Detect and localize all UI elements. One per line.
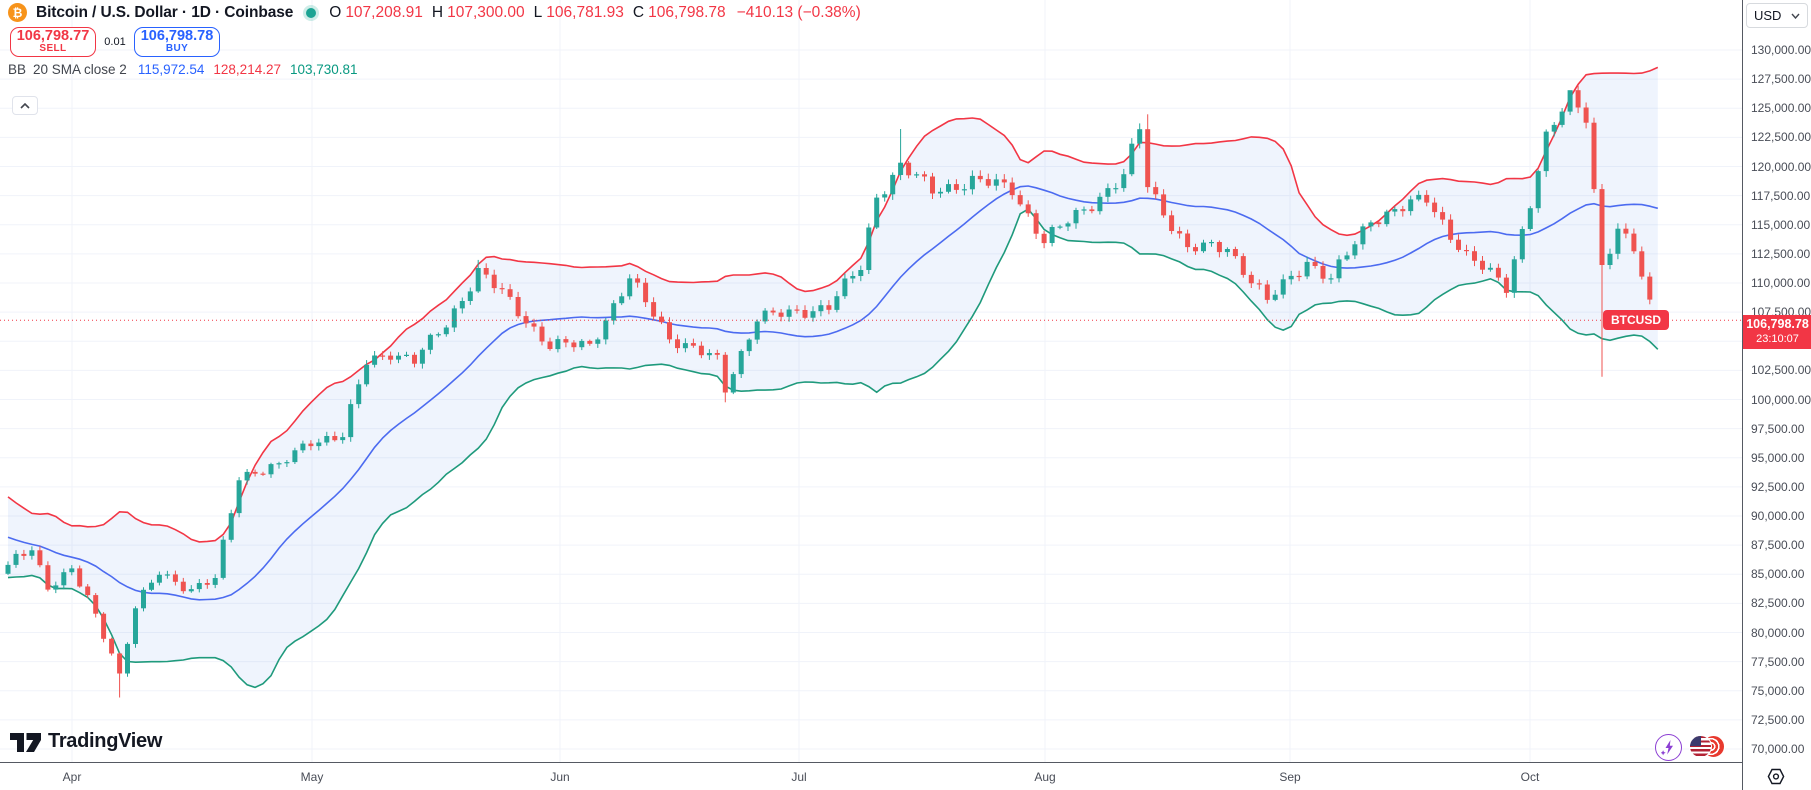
reaction-flag-icons[interactable] (1689, 735, 1725, 760)
chevron-down-icon (1791, 13, 1800, 19)
chart-pane[interactable]: ₿ Bitcoin / U.S. Dollar · 1D · Coinbase … (0, 0, 1742, 762)
buy-label: BUY (165, 43, 189, 55)
price-tick: 97,500.00 (1751, 422, 1805, 436)
time-tick: Aug (1034, 770, 1056, 784)
price-tick: 127,500.00 (1751, 72, 1811, 86)
buy-button[interactable]: 106,798.78 BUY (134, 27, 220, 57)
indicator-legend[interactable]: BB 20 SMA close 2 115,972.54 128,214.27 … (8, 62, 358, 77)
bb-upper-value: 128,214.27 (213, 62, 281, 77)
market-status-icon[interactable] (306, 7, 317, 18)
price-tick: 130,000.00 (1751, 43, 1811, 57)
price-tick: 125,000.00 (1751, 101, 1811, 115)
tradingview-logo-text: TradingView (48, 730, 163, 752)
trade-buttons: 106,798.77 SELL 0.01 106,798.78 BUY (10, 27, 220, 57)
indicator-params: 20 SMA close 2 (33, 62, 127, 77)
candlestick-chart[interactable] (0, 0, 1742, 762)
boost-lightning-icon[interactable] (1655, 734, 1682, 761)
price-tick: 112,500.00 (1751, 247, 1811, 261)
indicator-values: 115,972.54 128,214.27 103,730.81 (138, 62, 358, 77)
spread-value: 0.01 (104, 36, 126, 48)
sell-price: 106,798.77 (16, 28, 90, 45)
price-flag-symbol: BTCUSD (1611, 313, 1661, 327)
ohlc-values: O 107,208.91 H 107,300.00 L 106,781.93 C… (329, 4, 861, 22)
bb-lower-value: 103,730.81 (289, 62, 358, 77)
sell-button[interactable]: 106,798.77 SELL (10, 27, 96, 57)
price-tick: 122,500.00 (1751, 130, 1811, 144)
indicator-name[interactable]: BB (8, 62, 27, 77)
high-label: H (431, 3, 444, 21)
us-flag-icon (1689, 735, 1712, 758)
price-tick: 95,000.00 (1751, 451, 1805, 465)
price-line-symbol-badge: BTCUSD (1603, 310, 1669, 330)
time-tick: Sep (1279, 770, 1301, 784)
low-label: L (533, 3, 543, 21)
symbol-title[interactable]: Bitcoin / U.S. Dollar · 1D · Coinbase (36, 3, 294, 21)
price-tick: 102,500.00 (1751, 363, 1811, 377)
time-tick: Apr (62, 770, 82, 784)
open-label: O (329, 3, 342, 21)
axis-settings-icon[interactable] (1766, 767, 1786, 785)
last-price-label: 106,798.78 23:10:07 (1743, 315, 1811, 349)
time-tick: Oct (1520, 770, 1540, 784)
price-tick: 117,500.00 (1751, 189, 1811, 203)
price-tick: 77,500.00 (1751, 655, 1805, 669)
last-price-value: 106,798.78 (1746, 317, 1809, 332)
reaction-icons (1655, 734, 1725, 761)
price-tick: 90,000.00 (1751, 509, 1805, 523)
price-tick: 115,000.00 (1751, 218, 1811, 232)
bitcoin-icon: ₿ (8, 3, 27, 22)
price-tick: 82,500.00 (1751, 596, 1805, 610)
high-value: 107,300.00 (447, 3, 525, 21)
time-tick: Jul (791, 770, 807, 784)
bb-basis-value: 115,972.54 (137, 62, 205, 77)
time-axis[interactable]: Apr May Jun Jul Aug Sep Oct (0, 762, 1811, 790)
price-tick: 70,000.00 (1751, 742, 1805, 756)
price-tick: 80,000.00 (1751, 626, 1805, 640)
symbol-header: ₿ Bitcoin / U.S. Dollar · 1D · Coinbase … (8, 3, 861, 22)
open-value: 107,208.91 (345, 3, 423, 21)
tradingview-logo[interactable]: TradingView (10, 730, 162, 753)
tradingview-mark-icon (10, 733, 41, 752)
low-value: 106,781.93 (546, 3, 624, 21)
time-tick: Jun (550, 770, 570, 784)
sell-label: SELL (39, 43, 67, 55)
price-tick: 92,500.00 (1751, 480, 1805, 494)
change-value: −410.13 (−0.38%) (736, 3, 861, 21)
price-tick: 110,000.00 (1751, 276, 1811, 290)
currency-selector[interactable]: USD (1746, 3, 1808, 28)
price-tick: 85,000.00 (1751, 567, 1805, 581)
close-value: 106,798.78 (648, 3, 726, 21)
price-tick: 100,000.00 (1751, 393, 1811, 407)
price-tick: 120,000.00 (1751, 160, 1811, 174)
price-tick: 75,000.00 (1751, 684, 1805, 698)
price-axis[interactable]: USD 70,000.00 72,500.00 75,000.00 77,500.00… (1742, 0, 1811, 790)
price-tick: 72,500.00 (1751, 713, 1805, 727)
buy-price: 106,798.78 (140, 28, 214, 45)
chevron-up-icon (20, 102, 30, 109)
close-label: C (632, 3, 645, 21)
bar-countdown: 23:10:07 (1756, 332, 1799, 345)
price-tick: 87,500.00 (1751, 538, 1805, 552)
collapse-legend-button[interactable] (12, 96, 38, 115)
currency-label: USD (1754, 8, 1782, 23)
time-tick: May (300, 770, 324, 784)
